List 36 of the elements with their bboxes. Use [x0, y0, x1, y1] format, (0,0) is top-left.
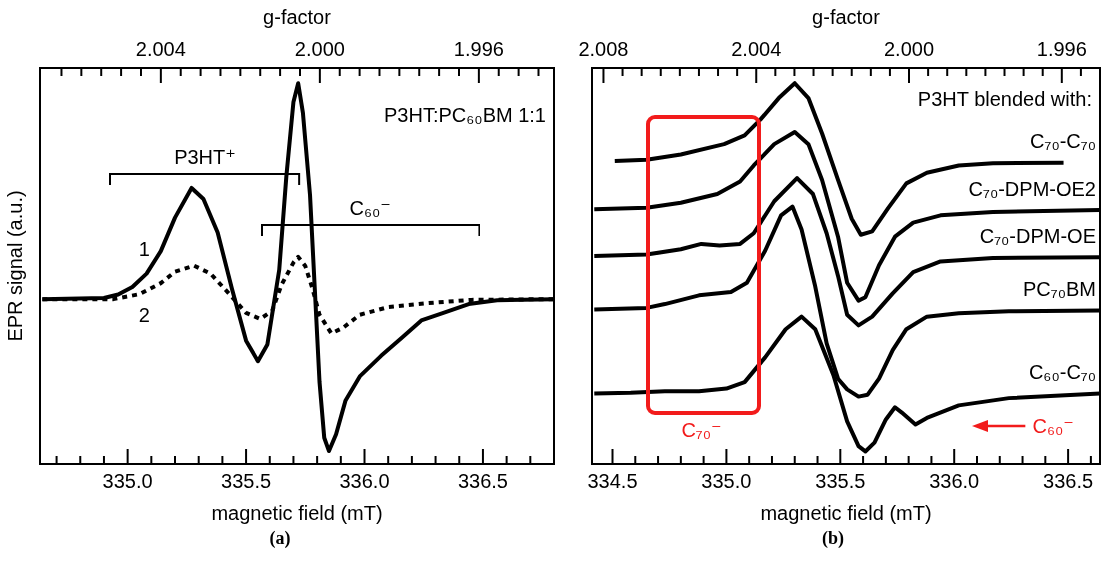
x2-tick-label: 2.004: [731, 37, 782, 60]
x2-axis-title: g-factor: [263, 5, 332, 28]
x-tick-label: 335.5: [815, 469, 866, 492]
series-label: C₇₀-DPM-OE: [979, 224, 1096, 247]
text: (a): [268, 528, 292, 549]
x-tick-label: 336.0: [339, 469, 390, 492]
annotation: 1: [138, 238, 150, 261]
annotation: C₆₀⁻: [1032, 415, 1074, 438]
x2-axis-title: g-factor: [812, 5, 881, 28]
x2-tick-label: 1.996: [453, 37, 504, 60]
y-axis-title: EPR signal (a.u.): [3, 190, 26, 342]
x-axis-title: magnetic field (mT): [760, 501, 932, 524]
x-tick-label: 336.5: [1043, 469, 1094, 492]
x-tick-label: 335.0: [102, 469, 153, 492]
annotation: C₆₀⁻: [349, 196, 391, 219]
x-tick-label: 335.5: [221, 469, 272, 492]
x2-tick-label: 2.004: [135, 37, 186, 60]
series-label: C₇₀-DPM-OE2: [968, 177, 1096, 200]
x-axis-title: magnetic field (mT): [211, 501, 383, 524]
annotation: P3HT:PC₆₀BM 1:1: [384, 103, 546, 126]
annotation: 2: [138, 303, 150, 326]
annotation: C₇₀⁻: [681, 419, 722, 442]
x-tick-label: 336.5: [457, 469, 508, 492]
series-label: PC₇₀BM: [1023, 278, 1096, 301]
x-tick-label: 336.0: [929, 469, 980, 492]
annotation: P3HT blended with:: [917, 87, 1092, 110]
x2-tick-label: 1.996: [1036, 37, 1087, 60]
x2-tick-label: 2.000: [883, 37, 935, 60]
x2-tick-label: 2.000: [294, 37, 345, 60]
series-label: C₇₀-C₇₀: [1030, 130, 1096, 153]
text: (b): [821, 528, 845, 549]
x-tick-label: 335.0: [701, 469, 752, 492]
x2-tick-label: 2.008: [578, 37, 629, 60]
series-label: C₆₀-C₇₀: [1028, 361, 1096, 384]
annotation: P3HT⁺: [174, 145, 236, 168]
x-tick-label: 334.5: [587, 469, 638, 492]
